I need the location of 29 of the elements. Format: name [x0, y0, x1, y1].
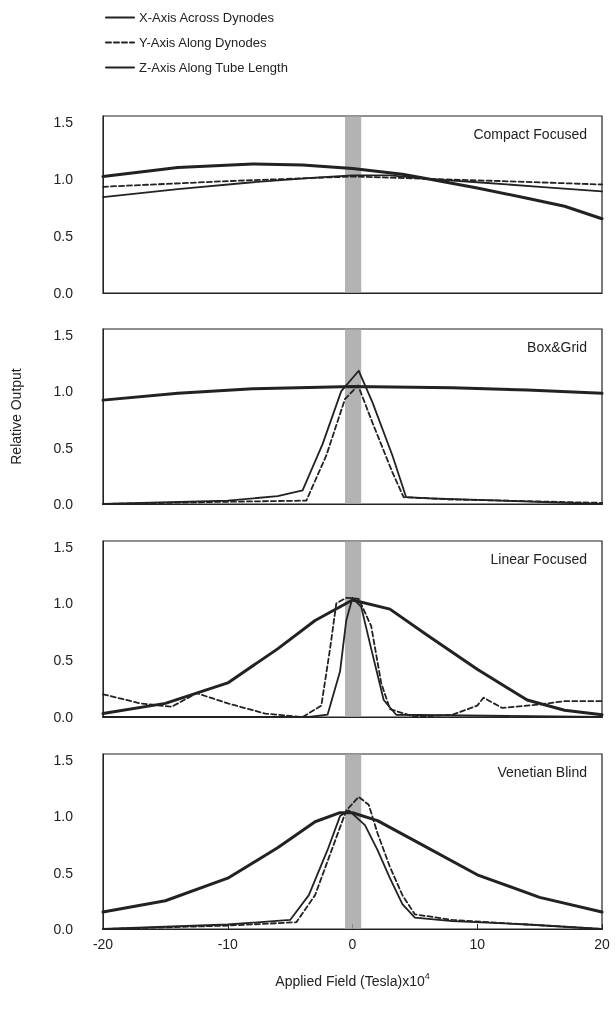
legend-label: Z-Axis Along Tube Length — [139, 60, 288, 75]
text: Linear Focused — [490, 551, 588, 567]
y-tick-label: 1.5 — [53, 113, 74, 130]
x-tick-label: 0 — [348, 936, 357, 952]
y-tick-label: 1.0 — [53, 383, 74, 400]
y-tick-label: 0.5 — [53, 439, 74, 456]
text: Compact Focused — [473, 126, 587, 142]
y-tick-label: 0.5 — [53, 227, 74, 244]
legend-label: Y-Axis Along Dynodes — [139, 35, 267, 50]
x-tick-label: -20 — [92, 936, 114, 952]
y-axis-title: Relative Output — [8, 368, 24, 465]
y-tick-label: 0.5 — [53, 652, 74, 669]
y-tick-label: 0.0 — [53, 496, 74, 512]
y-tick-label: 0.0 — [53, 921, 74, 937]
y-tick-label: 0.5 — [53, 864, 74, 881]
x-tick-label: 20 — [594, 936, 610, 952]
y-tick-label: 0.0 — [53, 709, 74, 725]
y-tick-label: 0.0 — [53, 285, 74, 301]
x-tick-label: -10 — [217, 936, 239, 952]
y-tick-label: 1.0 — [53, 170, 74, 187]
y-tick-label: 1.0 — [53, 808, 74, 825]
y-tick-label: 1.5 — [53, 538, 74, 555]
text: Venetian Blind — [497, 764, 588, 780]
text: Box&Grid — [527, 339, 588, 355]
legend-label: X-Axis Across Dynodes — [139, 10, 275, 25]
y-tick-label: 1.5 — [53, 751, 74, 768]
y-tick-label: 1.0 — [53, 595, 74, 612]
y-tick-label: 1.5 — [53, 326, 74, 343]
x-tick-label: 10 — [469, 936, 486, 952]
